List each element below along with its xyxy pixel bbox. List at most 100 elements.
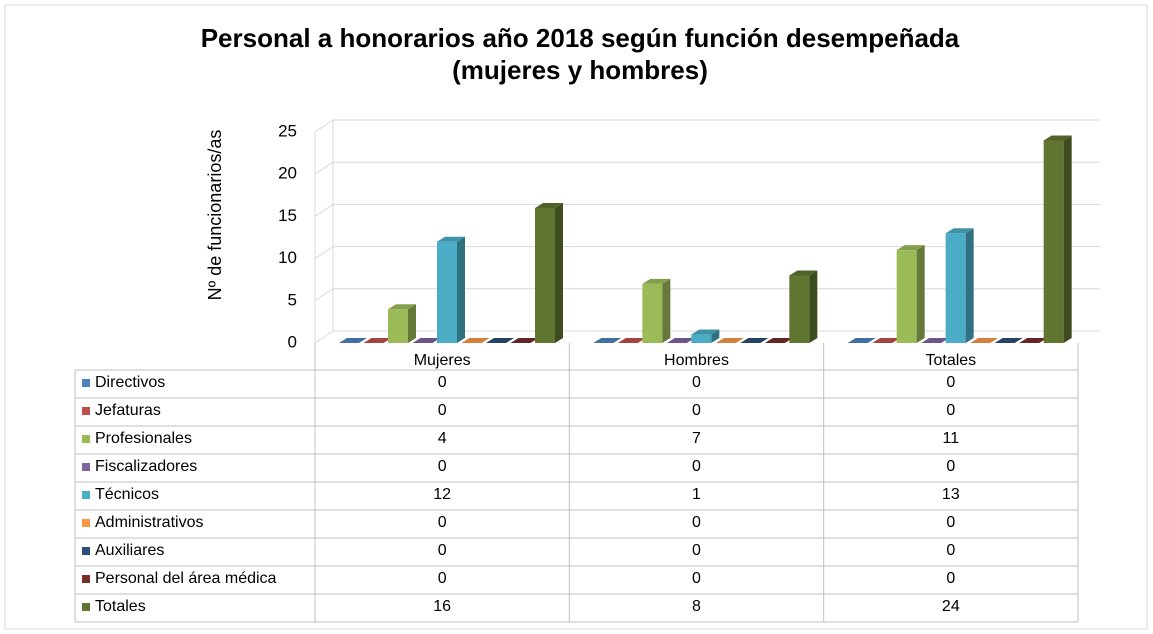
table-value: 7	[692, 430, 701, 447]
y-tick-label: 15	[278, 206, 297, 225]
table-value: 0	[438, 570, 447, 587]
table-value: 1	[692, 486, 701, 503]
bar	[921, 338, 950, 343]
grid-line	[314, 203, 334, 217]
bar-side	[1063, 135, 1072, 343]
bar	[896, 245, 925, 343]
bar-top	[691, 329, 720, 335]
bar	[363, 338, 392, 343]
bar-front	[945, 233, 966, 343]
bar	[847, 338, 876, 343]
legend-label: Administrativos	[95, 514, 203, 531]
bar-top	[617, 338, 646, 343]
bar-front	[896, 250, 917, 343]
bar-front	[388, 309, 408, 343]
legend-swatch	[82, 547, 90, 555]
grid-line	[314, 288, 334, 302]
legend-label: Jefaturas	[95, 402, 161, 419]
table-value: 0	[438, 374, 447, 391]
table-value: 24	[942, 598, 960, 615]
table-value: 0	[438, 542, 447, 559]
bar-side	[965, 228, 974, 343]
table-value: 4	[438, 430, 447, 447]
legend-swatch	[82, 491, 90, 499]
legend-swatch	[82, 379, 90, 387]
bar	[412, 338, 441, 343]
bar-top	[1043, 135, 1072, 141]
bar	[872, 338, 901, 343]
bar-front	[535, 207, 555, 343]
bar	[535, 202, 563, 343]
bar-top	[486, 338, 514, 343]
bar-top	[1019, 338, 1048, 343]
bar-top	[970, 338, 999, 343]
bar	[945, 228, 974, 343]
table-value: 0	[946, 570, 955, 587]
bar-front	[437, 241, 457, 343]
bar-side	[457, 236, 465, 343]
table-value: 0	[946, 542, 955, 559]
bar	[461, 338, 490, 343]
legend-label: Auxiliares	[95, 542, 164, 559]
table-value: 0	[692, 542, 701, 559]
legend-swatch	[82, 575, 90, 583]
bar	[789, 270, 818, 343]
bar-top	[642, 278, 671, 284]
table-value: 0	[438, 514, 447, 531]
table-value: 0	[692, 374, 701, 391]
bar-top	[847, 338, 876, 343]
legend-label: Fiscalizadores	[95, 458, 197, 475]
table-value: 0	[692, 514, 701, 531]
legend-label: Técnicos	[95, 486, 159, 503]
chart-title: (mujeres y hombres)	[452, 55, 708, 85]
table-value: 0	[438, 402, 447, 419]
bar-top	[412, 338, 441, 343]
table-value: 0	[692, 458, 701, 475]
bar-top	[740, 338, 769, 343]
bar-top	[388, 304, 416, 310]
bar-top	[339, 338, 367, 343]
grid-line	[314, 119, 334, 133]
bar-top	[872, 338, 901, 343]
legend-swatch	[82, 519, 90, 527]
grid-line	[314, 246, 334, 260]
chart-border	[4, 4, 1148, 630]
bar-top	[363, 338, 392, 343]
table-value: 8	[692, 598, 701, 615]
bar-top	[437, 236, 465, 242]
bar	[970, 338, 999, 343]
bar-side	[408, 304, 416, 343]
bar-top	[510, 338, 539, 343]
grid-line	[314, 161, 334, 175]
bar-front	[642, 283, 663, 343]
bar-front	[691, 334, 712, 343]
bar-side	[662, 278, 671, 343]
bar	[388, 304, 416, 343]
chart-title: Personal a honorarios año 2018 según fun…	[201, 23, 960, 53]
bar-front	[789, 275, 810, 343]
y-axis-title: Nº de funcionarios/as	[205, 130, 225, 301]
bar-top	[945, 228, 974, 234]
legend-swatch	[82, 435, 90, 443]
bar-top	[896, 245, 925, 251]
bar	[764, 338, 793, 343]
y-tick-label: 5	[288, 290, 297, 309]
grid-line	[314, 330, 334, 344]
bar	[1043, 135, 1072, 343]
table-value: 16	[433, 598, 451, 615]
legend-swatch	[82, 407, 90, 415]
bar	[486, 338, 514, 343]
bar	[617, 338, 646, 343]
table-value: 0	[946, 402, 955, 419]
bar-front	[1043, 140, 1064, 343]
bar-side	[555, 202, 563, 343]
bar	[740, 338, 769, 343]
bar	[691, 329, 720, 343]
bar	[642, 278, 671, 343]
table-value: 0	[946, 514, 955, 531]
y-tick-label: 10	[278, 248, 297, 267]
table-value: 11	[943, 430, 960, 447]
bar	[715, 338, 744, 343]
bar	[437, 236, 465, 343]
